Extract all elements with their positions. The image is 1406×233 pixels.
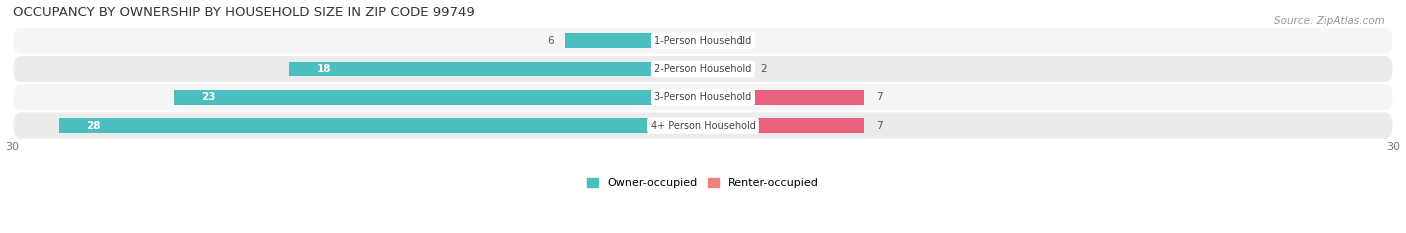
Bar — [59, 118, 703, 133]
Text: 7: 7 — [876, 120, 882, 130]
Bar — [703, 34, 725, 48]
Text: 18: 18 — [316, 64, 330, 74]
FancyBboxPatch shape — [13, 27, 1393, 55]
Text: OCCUPANCY BY OWNERSHIP BY HOUSEHOLD SIZE IN ZIP CODE 99749: OCCUPANCY BY OWNERSHIP BY HOUSEHOLD SIZE… — [13, 6, 474, 19]
Text: 2: 2 — [761, 64, 768, 74]
Text: 2-Person Household: 2-Person Household — [654, 64, 752, 74]
Bar — [703, 62, 749, 76]
FancyBboxPatch shape — [13, 83, 1393, 111]
Text: 1-Person Household: 1-Person Household — [654, 36, 752, 46]
Text: 3-Person Household: 3-Person Household — [654, 92, 752, 102]
Bar — [174, 90, 703, 105]
Text: Source: ZipAtlas.com: Source: ZipAtlas.com — [1274, 16, 1385, 26]
Text: 28: 28 — [86, 120, 101, 130]
Text: 4+ Person Household: 4+ Person Household — [651, 120, 755, 130]
Text: 7: 7 — [876, 92, 882, 102]
Text: 23: 23 — [201, 92, 215, 102]
Bar — [703, 90, 865, 105]
Text: 6: 6 — [547, 36, 554, 46]
Bar — [703, 118, 865, 133]
Bar — [288, 62, 703, 76]
FancyBboxPatch shape — [13, 55, 1393, 83]
FancyBboxPatch shape — [13, 111, 1393, 140]
Bar — [565, 34, 703, 48]
Legend: Owner-occupied, Renter-occupied: Owner-occupied, Renter-occupied — [582, 174, 824, 193]
Text: 1: 1 — [738, 36, 744, 46]
